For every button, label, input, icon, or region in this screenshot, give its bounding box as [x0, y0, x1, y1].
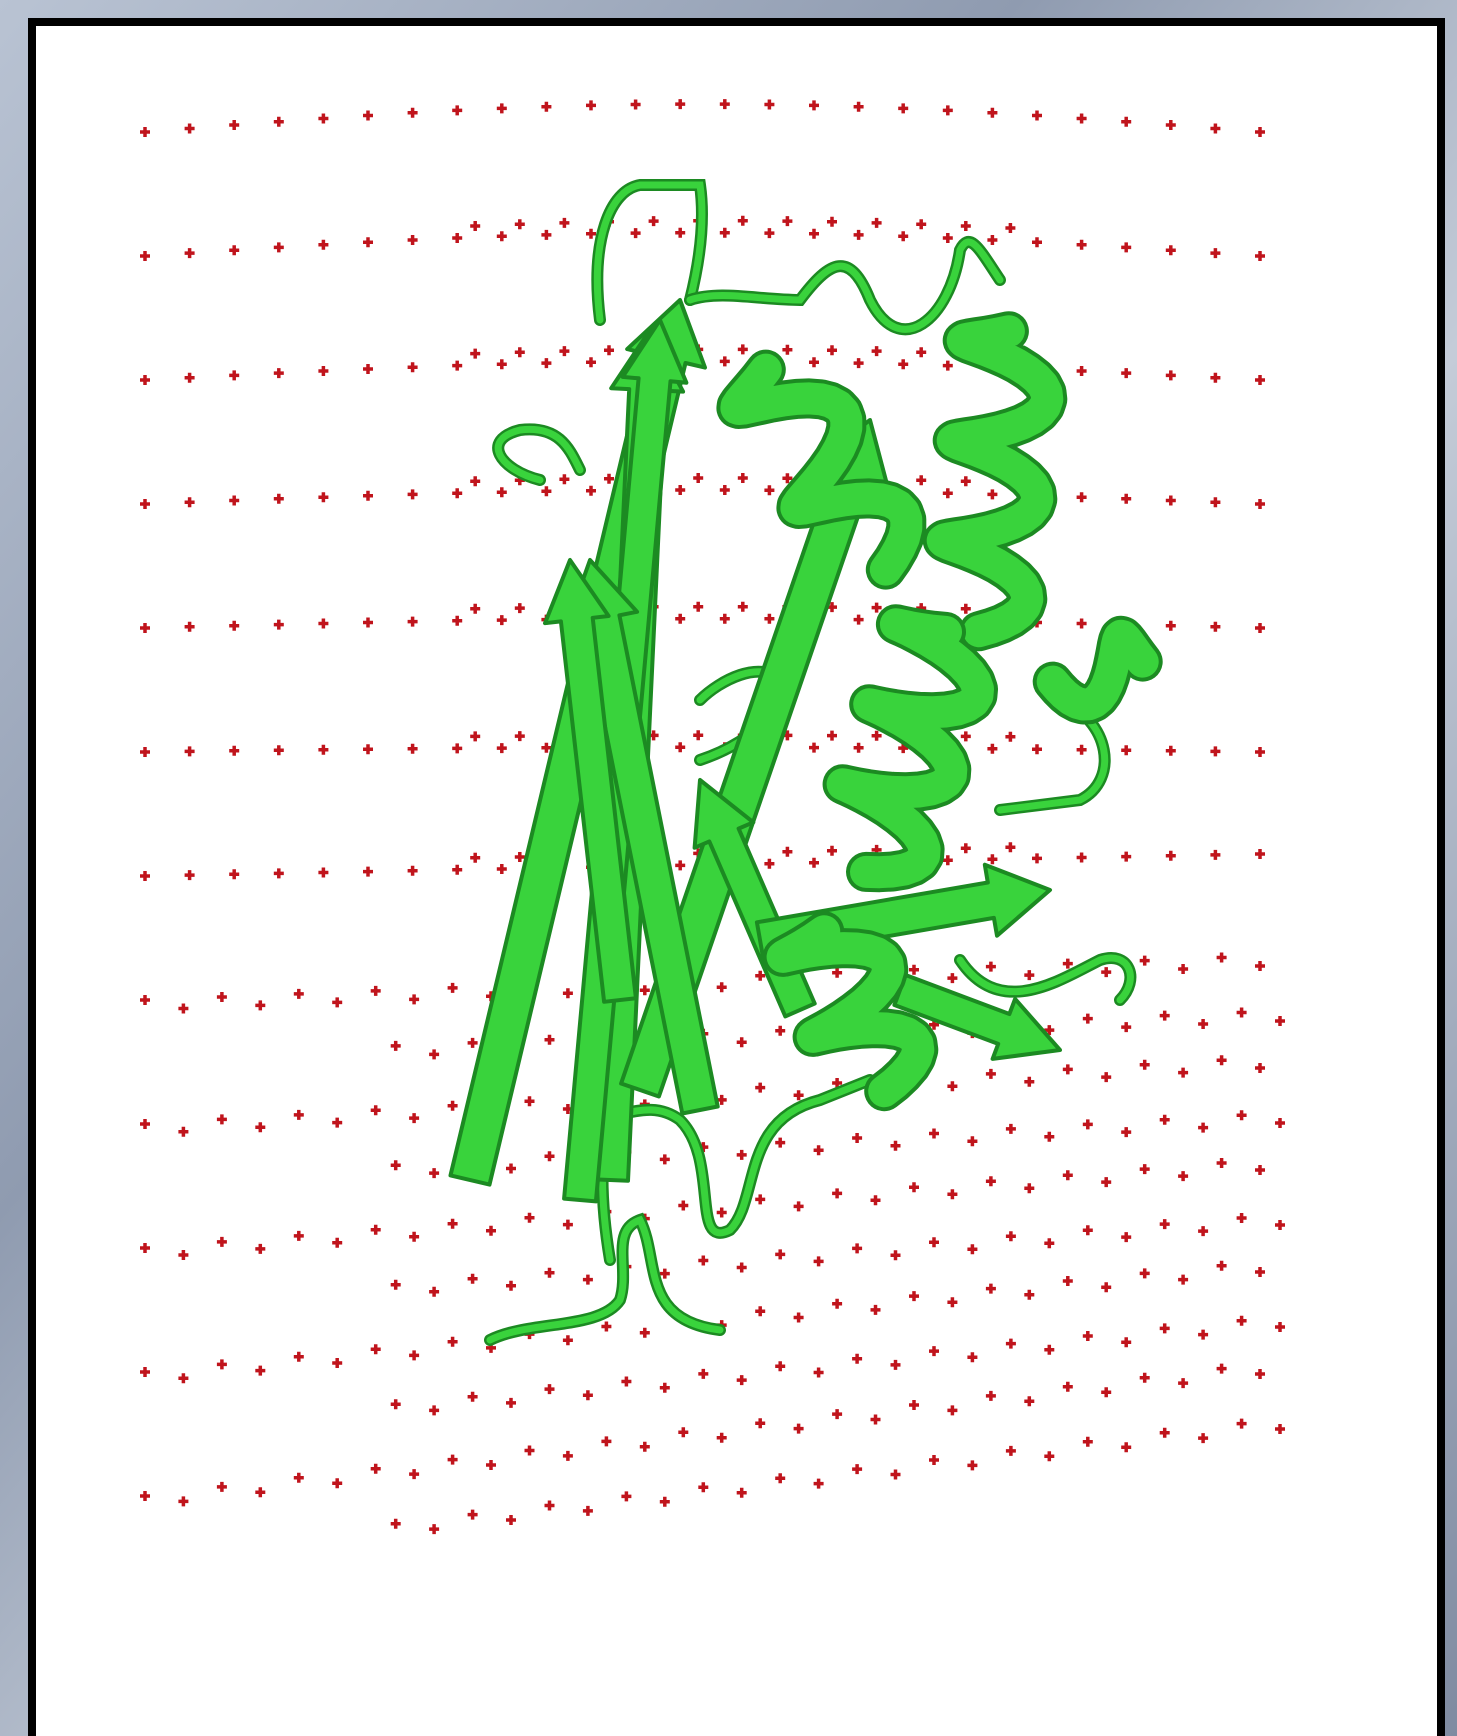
page: (() => { const data = JSON.parse(documen…	[0, 0, 1457, 1736]
scene	[0, 0, 1457, 1736]
